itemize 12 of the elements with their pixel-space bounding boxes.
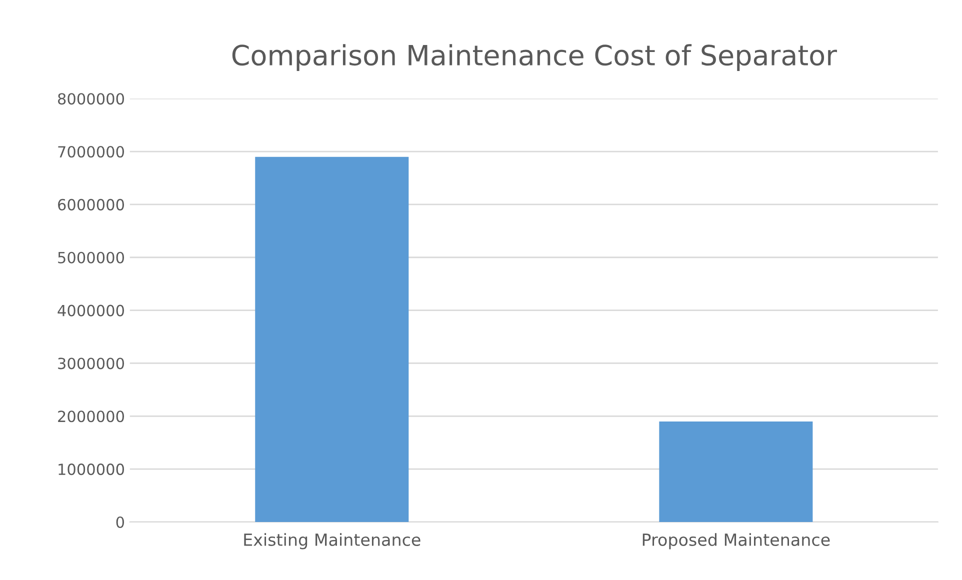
chart-title: Comparison Maintenance Cost of Separator	[232, 44, 837, 72]
y-tick-label: 8000000	[58, 93, 124, 105]
y-tick-label: 4000000	[58, 304, 124, 316]
y-tick-label: 7000000	[58, 146, 124, 158]
y-tick-label: 0	[116, 516, 124, 528]
x-tick-label: Existing Maintenance	[244, 533, 420, 550]
y-tick-label: 3000000	[58, 358, 124, 370]
y-tick-label: 6000000	[58, 198, 124, 210]
y-tick-label: 2000000	[58, 410, 124, 422]
x-tick-label: Proposed Maintenance	[642, 533, 830, 550]
y-tick-label: 5000000	[58, 252, 124, 264]
y-tick-label: 1000000	[58, 464, 124, 476]
